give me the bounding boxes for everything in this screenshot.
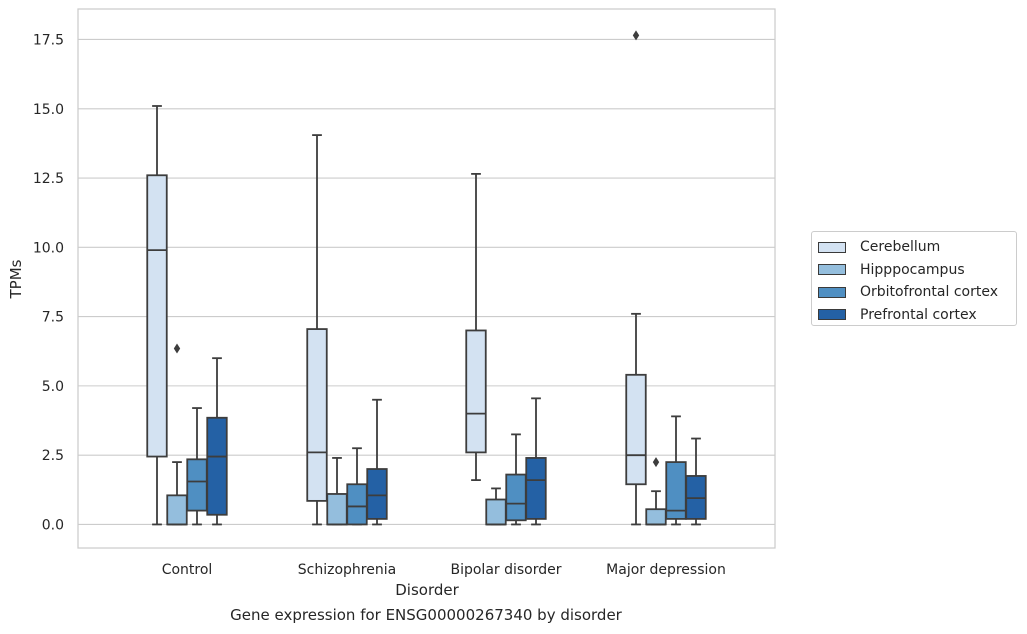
gridlines — [78, 38, 775, 525]
outlier-point — [632, 30, 640, 41]
iqr-box — [465, 329, 487, 454]
y-axis-label: TPMs — [7, 259, 25, 299]
y-tick-label: 15.0 — [33, 102, 64, 118]
legend-label: Orbitofrontal cortex — [860, 284, 998, 301]
legend-item-prefrontal-cortex: Prefrontal cortex — [812, 304, 1016, 327]
y-tick-labels: 0.0 2.5 5.0 7.5 10.0 12.5 15.0 17.5 — [33, 32, 64, 533]
box-hipppocampus — [326, 457, 348, 526]
y-tick-label: 17.5 — [33, 32, 64, 48]
y-tick-label: 10.0 — [33, 240, 64, 256]
y-tick-label: 5.0 — [42, 379, 64, 395]
box-cerebellum — [625, 30, 647, 526]
iqr-box — [485, 498, 507, 526]
y-tick-label: 12.5 — [33, 171, 64, 187]
legend-swatch — [818, 264, 846, 276]
figure-caption: Gene expression for ENSG00000267340 by d… — [230, 606, 622, 624]
outlier-point — [173, 343, 181, 354]
box-prefrontal-cortex — [525, 397, 547, 526]
iqr-box — [326, 493, 348, 526]
box-prefrontal-cortex — [685, 437, 707, 526]
outlier-point — [652, 457, 660, 468]
plot-frame — [77, 8, 776, 549]
x-tick-label: Major depression — [606, 562, 726, 578]
x-tick-label: Bipolar disorder — [450, 562, 561, 578]
box-orbitofrontal-cortex — [186, 407, 208, 526]
box-prefrontal-cortex — [366, 398, 388, 526]
x-tick-label: Schizophrenia — [298, 562, 396, 578]
x-tick-labels: Control Schizophrenia Bipolar disorder Majo… — [162, 562, 726, 578]
iqr-box — [625, 373, 647, 486]
iqr-box — [186, 458, 208, 512]
iqr-box — [206, 416, 228, 516]
boxes-layer — [146, 30, 707, 526]
box-hipppocampus — [485, 487, 507, 526]
legend-item-orbitofrontal-cortex: Orbitofrontal cortex — [812, 281, 1016, 304]
iqr-box — [505, 473, 527, 522]
legend: Cerebellum Hipppocampus Orbitofrontal co… — [811, 231, 1017, 326]
legend-item-hippocampus: Hipppocampus — [812, 259, 1016, 282]
iqr-box — [306, 328, 328, 502]
box-hipppocampus — [645, 457, 667, 526]
y-tick-label: 0.0 — [42, 517, 64, 533]
legend-label: Hipppocampus — [860, 261, 965, 278]
iqr-box — [166, 494, 188, 526]
x-tick-label: Control — [162, 562, 213, 578]
iqr-box — [346, 483, 368, 526]
box-cerebellum — [306, 134, 328, 526]
box-orbitofrontal-cortex — [665, 415, 687, 526]
iqr-box — [525, 457, 547, 520]
legend-swatch — [818, 309, 846, 321]
iqr-box — [146, 174, 168, 458]
legend-swatch — [818, 241, 846, 253]
box-prefrontal-cortex — [206, 357, 228, 526]
box-hipppocampus — [166, 343, 188, 526]
box-cerebellum — [146, 105, 168, 526]
legend-item-cerebellum: Cerebellum — [812, 236, 1016, 259]
legend-swatch — [818, 286, 846, 298]
x-axis-label: Disorder — [395, 581, 459, 599]
box-cerebellum — [465, 172, 487, 482]
iqr-box — [645, 508, 667, 526]
box-orbitofrontal-cortex — [505, 433, 527, 526]
legend-label: Cerebellum — [860, 239, 941, 256]
legend-label: Prefrontal cortex — [860, 306, 977, 323]
iqr-box — [366, 468, 388, 520]
y-tick-label: 2.5 — [42, 448, 64, 464]
box-orbitofrontal-cortex — [346, 447, 368, 526]
y-tick-label: 7.5 — [42, 310, 64, 326]
